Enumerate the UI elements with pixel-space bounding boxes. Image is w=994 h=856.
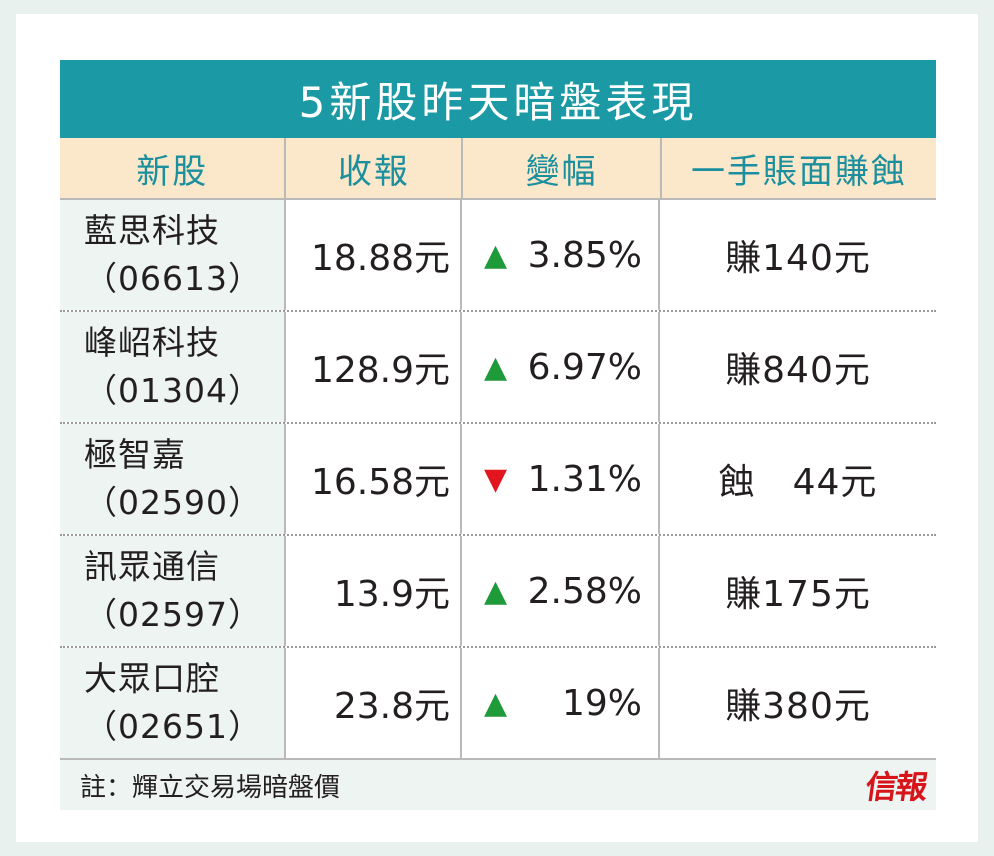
- close-price: 128.9元: [286, 312, 462, 422]
- change-arrow-icon: ▼: [484, 461, 508, 497]
- stock-name: 大眾口腔: [84, 659, 220, 698]
- stock-name: 藍思科技: [84, 211, 220, 250]
- table-row: 大眾口腔 （02651） 23.8元 ▲ 19% 賺380元: [60, 648, 936, 760]
- change-cell: ▲ 6.97%: [462, 312, 660, 422]
- table-row: 藍思科技 （06613） 18.88元 ▲ 3.85% 賺140元: [60, 200, 936, 312]
- lot-pl: 賺175元: [725, 574, 871, 615]
- change-value: 3.85%: [527, 234, 642, 276]
- stock-code: （02597）: [84, 595, 262, 634]
- stock-cell: 藍思科技 （06613）: [60, 200, 286, 310]
- header-name: 新股: [60, 138, 287, 198]
- change-value: 1.31%: [527, 458, 642, 500]
- table-container: 5新股昨天暗盤表現 新股 收報 變幅 一手賬面賺蝕 藍思科技 （06613） 1…: [60, 60, 936, 810]
- publisher-logo: 信報: [863, 768, 929, 806]
- header-close: 收報: [286, 138, 464, 198]
- lot-pl: 賺380元: [725, 686, 871, 727]
- stock-cell: 大眾口腔 （02651）: [60, 648, 286, 758]
- change-value: 6.97%: [527, 346, 642, 388]
- change-value: 19%: [561, 682, 642, 724]
- stock-name: 峰岹科技: [84, 323, 220, 362]
- stock-name: 訊眾通信: [84, 547, 220, 586]
- change-arrow-icon: ▲: [484, 685, 508, 721]
- stock-name: 極智嘉: [84, 435, 186, 474]
- table-row: 極智嘉 （02590） 16.58元 ▼ 1.31% 蝕 44元: [60, 424, 936, 536]
- change-cell: ▲ 2.58%: [462, 536, 660, 646]
- infographic-card: 5新股昨天暗盤表現 新股 收報 變幅 一手賬面賺蝕 藍思科技 （06613） 1…: [16, 14, 978, 842]
- close-price: 23.8元: [286, 648, 462, 758]
- change-cell: ▲ 19%: [462, 648, 660, 758]
- close-price: 18.88元: [286, 200, 462, 310]
- stock-cell: 峰岹科技 （01304）: [60, 312, 286, 422]
- close-price: 16.58元: [286, 424, 462, 534]
- table-title: 5新股昨天暗盤表現: [60, 60, 936, 138]
- lot-pl: 賺840元: [725, 350, 871, 391]
- table-row: 峰岹科技 （01304） 128.9元 ▲ 6.97% 賺840元: [60, 312, 936, 424]
- table-row: 訊眾通信 （02597） 13.9元 ▲ 2.58% 賺175元: [60, 536, 936, 648]
- change-value: 2.58%: [527, 570, 642, 612]
- table-body: 藍思科技 （06613） 18.88元 ▲ 3.85% 賺140元 峰岹科技 （…: [60, 200, 936, 760]
- stock-cell: 訊眾通信 （02597）: [60, 536, 286, 646]
- stock-cell: 極智嘉 （02590）: [60, 424, 286, 534]
- footnote: 註：輝立交易場暗盤價: [80, 772, 341, 803]
- change-arrow-icon: ▲: [484, 349, 508, 385]
- table-footer: 註：輝立交易場暗盤價 信報: [60, 760, 936, 810]
- header-lot-pl: 一手賬面賺蝕: [690, 151, 907, 192]
- stock-code: （02590）: [84, 483, 262, 522]
- stock-code: （01304）: [84, 371, 262, 410]
- stock-code: （02651）: [84, 707, 262, 746]
- table-header: 新股 收報 變幅 一手賬面賺蝕: [60, 138, 936, 200]
- stock-code: （06613）: [84, 259, 262, 298]
- lot-pl: 蝕 44元: [718, 462, 878, 503]
- change-arrow-icon: ▲: [484, 237, 508, 273]
- header-change: 變幅: [463, 138, 662, 198]
- lot-pl: 賺140元: [725, 238, 871, 279]
- change-arrow-icon: ▲: [484, 573, 508, 609]
- change-cell: ▼ 1.31%: [462, 424, 660, 534]
- close-price: 13.9元: [286, 536, 462, 646]
- change-cell: ▲ 3.85%: [462, 200, 660, 310]
